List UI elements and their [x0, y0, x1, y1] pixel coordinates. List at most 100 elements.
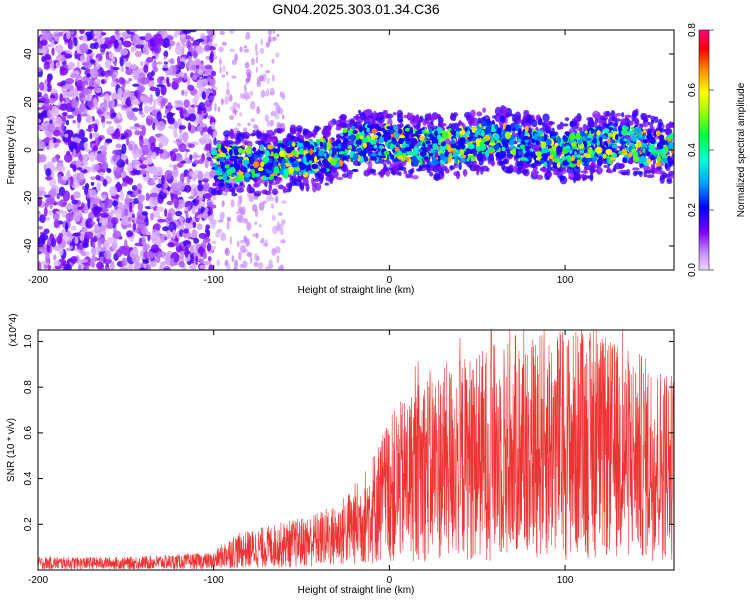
spectrogram-cell: [237, 103, 240, 109]
spectrogram-cell: [132, 83, 140, 87]
spectrogram-cell: [618, 151, 623, 155]
spectrogram-cell: [45, 168, 52, 177]
spectrogram-cell: [319, 141, 324, 147]
spectrogram-cell: [221, 98, 224, 106]
spectrogram-cell: [61, 122, 65, 131]
spectrogram-cell: [96, 182, 101, 193]
spectrogram-cell: [668, 121, 674, 129]
spectrogram-cell: [106, 111, 111, 115]
spectrogram-cell: [245, 34, 251, 40]
spectrogram-cell: [220, 162, 225, 170]
spectrogram-cell: [104, 249, 112, 260]
spectrogram-cell: [224, 247, 230, 257]
spectrogram-cell: [293, 173, 297, 179]
spectrogram-cell: [47, 74, 52, 84]
spectrogram-cell: [87, 86, 95, 90]
spectrogram-cell: [383, 136, 388, 143]
spectrogram-cell: [635, 170, 643, 175]
spectrogram-cell: [140, 61, 144, 67]
spectrogram-cell: [461, 157, 466, 163]
spectrogram-xtick-label: 100: [557, 275, 574, 286]
spectrogram-cell: [243, 248, 248, 253]
spectrogram-cell: [104, 59, 112, 69]
spectrogram-cell: [77, 167, 83, 171]
spectrogram-cell: [448, 156, 452, 163]
spectrogram-cell: [103, 257, 112, 265]
spectrogram-cell: [153, 223, 161, 231]
spectrogram-cell: [70, 175, 74, 187]
spectrogram-cell: [275, 246, 281, 254]
spectrogram-cell: [127, 111, 135, 121]
spectrogram-cell: [268, 30, 272, 36]
spectrogram-cell: [59, 93, 64, 103]
spectrogram-cell: [183, 109, 187, 115]
spectrogram-cell: [328, 174, 333, 180]
spectrogram-cell: [172, 164, 178, 170]
spectrogram-cell: [204, 142, 212, 151]
spectrogram-cell: [197, 179, 203, 185]
spectrogram-cell: [115, 143, 122, 149]
spectrogram-cell: [258, 201, 265, 211]
spectrogram-cell: [613, 113, 619, 118]
spectrogram-cell: [350, 157, 354, 163]
spectrogram-cell: [311, 177, 315, 185]
spectrogram-cell: [524, 145, 532, 150]
spectrogram-cell: [125, 97, 132, 107]
spectrogram-cell: [72, 148, 77, 158]
spectrogram-cell: [74, 237, 79, 245]
spectrogram-cell: [89, 151, 96, 162]
spectrogram-cell: [508, 138, 514, 147]
spectrogram-cell: [623, 138, 628, 142]
spectrogram-cell: [210, 159, 214, 167]
spectrogram-cell: [56, 201, 64, 206]
spectrogram-cell: [646, 158, 651, 165]
spectrogram-cell: [174, 79, 182, 84]
spectrogram-cell: [259, 144, 264, 150]
spectrogram-cell: [87, 198, 91, 210]
spectrogram-cell: [162, 67, 169, 71]
spectrogram-cell: [187, 84, 195, 91]
spectrogram-cell: [85, 116, 93, 124]
spectrogram-cell: [278, 265, 284, 270]
spectrogram-cell: [548, 155, 554, 160]
spectrogram-cell: [140, 77, 150, 85]
spectrogram-cell: [149, 86, 157, 92]
spectrogram-cell: [215, 231, 220, 238]
spectrogram-cell: [260, 38, 263, 46]
spectrogram-cell: [519, 144, 525, 150]
spectrogram-cell: [116, 103, 123, 107]
spectrogram-cell: [532, 151, 536, 157]
spectrogram-cell: [224, 164, 230, 169]
spectrogram-cell: [373, 144, 378, 149]
spectrogram-cell: [649, 136, 656, 145]
spectrogram-cell: [620, 118, 628, 124]
spectrogram-cell: [84, 264, 89, 270]
spectrogram-cell: [482, 107, 486, 113]
spectrogram-cell: [219, 66, 222, 74]
spectrogram-cell: [47, 264, 52, 270]
spectrogram-cell: [68, 89, 77, 98]
spectrogram-cell: [38, 225, 44, 230]
spectrogram-cell: [115, 166, 122, 176]
spectrogram-cell: [499, 150, 506, 156]
spectrogram-cell: [121, 143, 127, 155]
spectrogram-cell: [147, 181, 156, 186]
spectrogram-cell: [167, 212, 172, 222]
spectrogram-cell: [323, 142, 327, 150]
spectrogram-cell: [530, 162, 537, 169]
spectrogram-cell: [212, 131, 216, 138]
spectrogram-cell: [198, 232, 207, 239]
spectrogram-cell: [419, 135, 425, 141]
spectrogram-marks: [38, 30, 674, 270]
spectrogram-cell: [461, 143, 465, 150]
spectrogram-cell: [83, 88, 89, 96]
spectrogram-cell: [125, 68, 134, 76]
spectrogram-cell: [163, 61, 169, 65]
spectrogram-cell: [126, 192, 130, 204]
spectrogram-cell: [96, 152, 105, 163]
colorbar-tick-label: 0.4: [687, 143, 698, 157]
spectrogram-cell: [257, 167, 264, 172]
spectrogram-cell: [38, 261, 42, 270]
spectrogram-cell: [188, 113, 197, 122]
